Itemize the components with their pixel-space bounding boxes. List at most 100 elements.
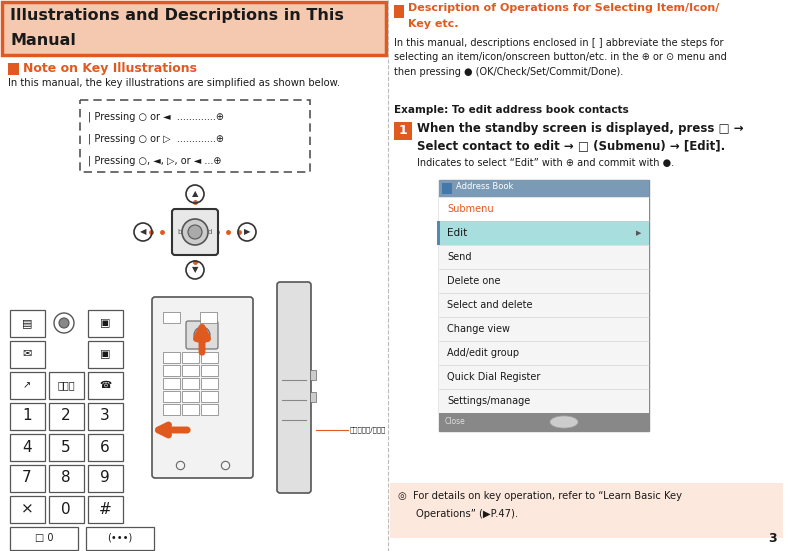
Bar bbox=[88, 341, 123, 368]
Bar bbox=[201, 404, 218, 415]
Bar bbox=[49, 372, 84, 399]
Bar bbox=[88, 434, 123, 461]
Bar bbox=[200, 312, 217, 323]
Bar bbox=[182, 391, 199, 402]
Text: 1: 1 bbox=[399, 125, 407, 138]
Text: Change view: Change view bbox=[447, 324, 510, 334]
Bar bbox=[163, 378, 180, 389]
Bar bbox=[390, 483, 783, 538]
Text: 6: 6 bbox=[100, 440, 110, 455]
Bar bbox=[437, 221, 440, 245]
Bar bbox=[88, 403, 123, 430]
Text: ↗: ↗ bbox=[23, 380, 31, 390]
Text: Send: Send bbox=[447, 252, 472, 262]
Text: Select and delete: Select and delete bbox=[447, 300, 532, 310]
Bar bbox=[80, 100, 310, 172]
Text: ▼: ▼ bbox=[192, 266, 199, 274]
FancyBboxPatch shape bbox=[277, 282, 311, 493]
Bar bbox=[163, 391, 180, 402]
Text: ▣: ▣ bbox=[100, 318, 110, 328]
Text: Note on Key Illustrations: Note on Key Illustrations bbox=[23, 62, 197, 75]
Text: Indicates to select “Edit” with ⊕ and commit with ●.: Indicates to select “Edit” with ⊕ and co… bbox=[417, 158, 674, 168]
FancyBboxPatch shape bbox=[186, 321, 218, 349]
Bar bbox=[163, 312, 180, 323]
Circle shape bbox=[188, 225, 202, 239]
Bar bbox=[88, 310, 123, 337]
Bar bbox=[439, 221, 649, 245]
Text: Add/edit group: Add/edit group bbox=[447, 348, 519, 358]
Bar bbox=[439, 389, 649, 413]
Text: 4: 4 bbox=[22, 440, 32, 455]
Text: シャッター/マナー: シャッター/マナー bbox=[350, 426, 386, 433]
Text: Description of Operations for Selecting Item/Icon/: Description of Operations for Selecting … bbox=[408, 3, 719, 13]
Text: 1: 1 bbox=[22, 408, 32, 424]
Text: Submenu: Submenu bbox=[447, 204, 494, 214]
Bar bbox=[49, 403, 84, 430]
Text: In this manual, descriptions enclosed in [ ] abbreviate the steps for
selecting : In this manual, descriptions enclosed in… bbox=[394, 38, 727, 77]
Text: Close: Close bbox=[445, 418, 466, 426]
Bar bbox=[201, 365, 218, 376]
Bar bbox=[163, 352, 180, 363]
Text: 7: 7 bbox=[22, 471, 32, 485]
Bar bbox=[163, 404, 180, 415]
Text: (•••): (•••) bbox=[108, 533, 133, 543]
Bar bbox=[394, 122, 412, 140]
Text: Key etc.: Key etc. bbox=[408, 19, 458, 29]
Bar bbox=[439, 180, 649, 431]
Text: d: d bbox=[208, 229, 212, 235]
Bar bbox=[8, 63, 19, 75]
Text: ▶: ▶ bbox=[636, 230, 641, 236]
Text: ▤: ▤ bbox=[22, 318, 32, 328]
Bar bbox=[201, 391, 218, 402]
Text: 0: 0 bbox=[61, 501, 71, 516]
Text: □ 0: □ 0 bbox=[35, 533, 53, 543]
Text: 9: 9 bbox=[100, 471, 110, 485]
Ellipse shape bbox=[550, 416, 578, 428]
Bar bbox=[88, 496, 123, 523]
Bar bbox=[439, 317, 649, 341]
Bar bbox=[439, 245, 649, 269]
Text: ▲: ▲ bbox=[192, 190, 199, 198]
FancyBboxPatch shape bbox=[172, 209, 218, 255]
Text: Address Book: Address Book bbox=[456, 182, 513, 191]
Bar bbox=[10, 465, 45, 492]
Bar bbox=[10, 310, 45, 337]
Text: Quick Dial Register: Quick Dial Register bbox=[447, 372, 540, 382]
Text: ▶: ▶ bbox=[244, 228, 250, 236]
Text: ☎: ☎ bbox=[99, 380, 111, 390]
Bar bbox=[88, 465, 123, 492]
Bar bbox=[310, 392, 316, 402]
Text: ⨯: ⨯ bbox=[20, 501, 34, 516]
Bar bbox=[439, 413, 649, 431]
Bar bbox=[439, 180, 649, 197]
Bar bbox=[86, 527, 154, 550]
Text: 8: 8 bbox=[61, 471, 71, 485]
Text: ✉: ✉ bbox=[22, 349, 31, 359]
Text: Edit: Edit bbox=[447, 228, 467, 238]
Text: 3: 3 bbox=[769, 532, 777, 545]
Text: b: b bbox=[178, 229, 182, 235]
Text: In this manual, the key illustrations are simplified as shown below.: In this manual, the key illustrations ar… bbox=[8, 78, 340, 88]
Bar bbox=[182, 365, 199, 376]
Bar bbox=[2, 2, 386, 55]
Text: #: # bbox=[99, 501, 111, 516]
Bar bbox=[439, 341, 649, 365]
Text: Settings/manage: Settings/manage bbox=[447, 396, 530, 406]
Text: 2: 2 bbox=[61, 408, 71, 424]
Bar bbox=[49, 465, 84, 492]
Text: When the standby screen is displayed, press □ →
Select contact to edit → □ (Subm: When the standby screen is displayed, pr… bbox=[417, 122, 743, 152]
Bar bbox=[442, 183, 452, 194]
Text: クリア: クリア bbox=[57, 380, 75, 390]
Bar bbox=[49, 434, 84, 461]
Bar bbox=[10, 341, 45, 368]
Text: Example: To edit address book contacts: Example: To edit address book contacts bbox=[394, 105, 629, 115]
Bar bbox=[10, 496, 45, 523]
Circle shape bbox=[54, 313, 74, 333]
Bar bbox=[439, 197, 649, 221]
Bar bbox=[201, 352, 218, 363]
Bar bbox=[163, 365, 180, 376]
Bar bbox=[201, 378, 218, 389]
Text: Illustrations and Descriptions in This: Illustrations and Descriptions in This bbox=[10, 8, 344, 23]
Bar bbox=[182, 378, 199, 389]
Bar bbox=[394, 5, 404, 18]
